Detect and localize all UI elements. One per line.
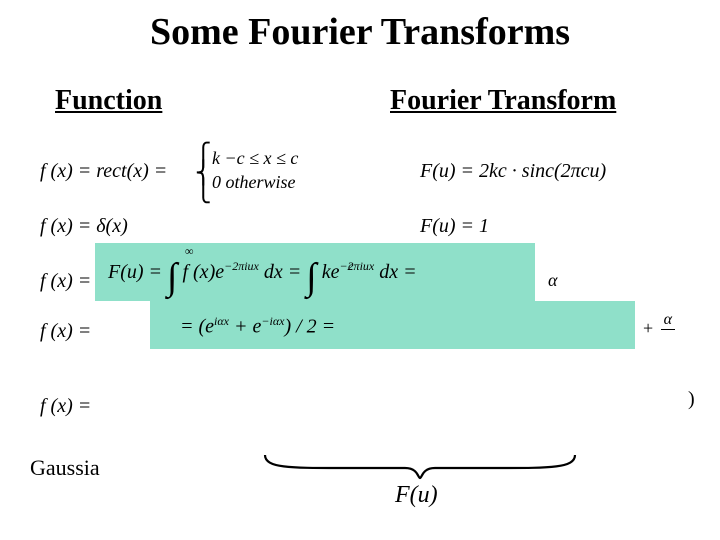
int2-upper-limit: c: [348, 259, 720, 274]
rect-case-bot: 0 otherwise: [212, 172, 296, 193]
gaussian-label: Gaussia: [30, 455, 100, 481]
row5-left: f (x) =: [40, 395, 91, 418]
ov1-a: F(u) =: [108, 261, 167, 283]
column-header-function: Function: [55, 85, 162, 117]
row3-left: f (x) =: [40, 270, 91, 293]
ov1-b: f (x)e: [182, 261, 224, 283]
rect-right: F(u) = 2kc · sinc(2πcu): [420, 160, 606, 183]
int1-upper-limit: ∞: [185, 244, 720, 259]
ov1-exp1: −2πiux: [224, 259, 259, 273]
frac-num: α: [661, 312, 675, 330]
integral-2-icon: ∫: [306, 262, 316, 292]
delta-left: f (x) = δ(x): [40, 215, 128, 238]
ov2-a: = (e: [180, 316, 214, 338]
ov2-exp1: iαx: [214, 314, 229, 328]
fu-label: F(u): [395, 482, 438, 509]
column-header-transform: Fourier Transform: [390, 85, 616, 117]
stray-paren: ): [688, 388, 695, 411]
underbrace-icon: [260, 450, 580, 480]
row4-right-tail: + α ?: [640, 312, 675, 347]
piecewise-brace: ⎧⎨⎩: [195, 146, 212, 200]
ov2-end: ) / 2 =: [284, 316, 335, 338]
delta-right: F(u) = 1: [420, 215, 489, 238]
row3-right-tail: α: [548, 270, 557, 291]
integral-1-icon: ∫: [167, 262, 177, 292]
plus-sign: +: [640, 318, 661, 338]
ov1-d: ke: [322, 261, 340, 283]
ov2-mid: + e: [229, 316, 261, 338]
fraction-tail: α ?: [661, 312, 675, 347]
page-title: Some Fourier Transforms: [0, 10, 720, 54]
ov2-exp2: −iαx: [261, 314, 284, 328]
rect-left: f (x) = rect(x) =: [40, 160, 167, 183]
rect-case-top: k −c ≤ x ≤ c: [212, 148, 298, 169]
ov1-c: dx =: [264, 261, 306, 283]
overlay-line-2: = (eiαx + e−iαx) / 2 =: [180, 314, 335, 339]
rect-prefix: f (x) = rect(x) =: [40, 160, 167, 182]
row4-left: f (x) =: [40, 320, 91, 343]
